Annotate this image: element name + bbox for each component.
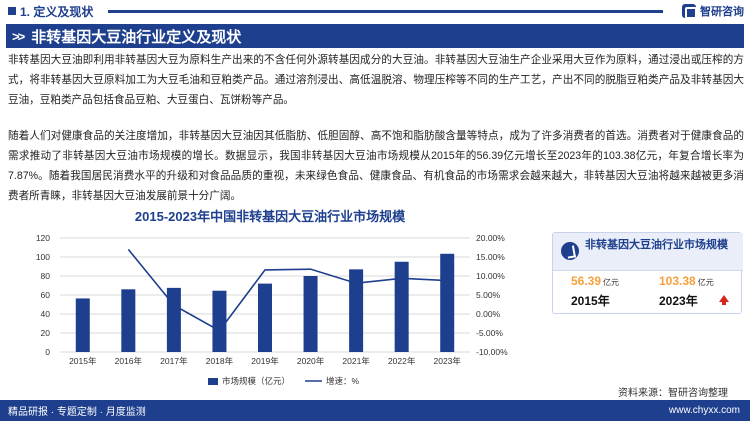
bar [303,276,318,352]
y-right-tick-label: -5.00% [476,328,503,338]
footer-bar: 精品研报 · 专题定制 · 月度监测 www.chyxx.com [0,400,750,421]
section-label: 1. 定义及现状 [8,3,93,20]
end-value-unit: 亿元 [697,278,714,287]
brand: 智研咨询 [682,3,744,19]
end-value-number: 103.38 [659,274,696,288]
footer-website: www.chyxx.com [668,405,740,416]
start-value-number: 56.39 [571,274,602,288]
y-left-tick-label: 80 [41,271,51,281]
section-label-text: 1. 定义及现状 [20,4,94,19]
up-arrow-icon [719,295,729,305]
y-left-tick-label: 100 [36,252,50,262]
bar [212,290,227,352]
bar [349,269,364,352]
y-left-tick-label: 120 [36,233,50,243]
x-tick-label: 2018年 [206,356,234,366]
bar [121,289,136,352]
legend-line-label: 增速：% [326,376,360,386]
x-tick-label: 2021年 [342,356,370,366]
bar [75,298,90,352]
brand-logo-icon [682,4,697,19]
x-tick-label: 2019年 [251,356,279,366]
bar [258,283,272,352]
start-value-unit: 亿元 [603,278,620,287]
x-tick-label: 2017年 [160,356,188,366]
brand-name: 智研咨询 [700,6,744,18]
end-year: 2023年 [659,294,698,308]
info-card-header: 非转基因大豆油行业市场规模 [553,233,743,271]
chart-axes: 0 20 40 60 80 100 120 -10.00% -5.00% 0.00% 5.00% 10… [36,233,508,366]
title-banner: >> 非转基因大豆油行业定义及现状 [6,24,744,48]
info-card: 非转基因大豆油行业市场规模 56.39 亿元 103.38 亿元 2015年 202… [552,232,743,314]
x-tick-label: 2020年 [297,356,325,366]
end-value: 103.38 亿元 [659,274,714,288]
chevron-icon: >> [12,28,25,44]
start-year: 2015年 [571,294,610,308]
page-title: 非转基因大豆油行业定义及现状 [31,28,242,46]
check-icon [561,242,579,260]
paragraph-status: 随着人们对健康食品的关注度增加，非转基因大豆油因其低脂肪、低胆固醇、高不饱和脂肪… [8,130,744,202]
y-left-tick-label: 0 [45,347,50,357]
top-bar: 1. 定义及现状 智研咨询 [0,0,750,22]
market-size-chart: 0 20 40 60 80 100 120 -10.00% -5.00% 0.00% 5.00% 10… [36,233,508,386]
y-right-tick-label: 15.00% [476,252,505,262]
chart-legend: 市场规模（亿元） 增速：% [208,376,360,386]
y-right-tick-label: 5.00% [476,290,501,300]
y-left-tick-label: 60 [41,290,51,300]
source-note: 资料来源：智研咨询整理 [618,388,728,399]
section-square-icon [8,7,16,15]
top-divider [108,10,663,13]
growth-line [127,248,448,332]
x-tick-label: 2023年 [434,356,462,366]
y-right-tick-label: 10.00% [476,271,505,281]
x-tick-label: 2015年 [69,356,97,366]
y-right-tick-label: -10.00% [476,347,508,357]
legend-bar-label: 市场规模（亿元） [222,376,290,386]
bar [440,253,455,352]
footer-tagline: 精品研报 · 专题定制 · 月度监测 [8,407,146,418]
start-value: 56.39 亿元 [571,274,619,288]
chart-growth-line [127,248,448,332]
y-right-tick-label: 20.00% [476,233,505,243]
x-tick-label: 2016年 [115,356,143,366]
y-left-tick-label: 40 [41,309,51,319]
y-left-tick-label: 20 [41,328,51,338]
paragraph-definition: 非转基因大豆油即利用非转基因大豆为原料生产出来的不含任何外源转基因成分的大豆油。… [8,54,744,106]
chart-title: 2015-2023年中国非转基因大豆油行业市场规模 [134,209,406,224]
legend-bar-swatch [208,378,218,385]
chart-bars [75,253,455,352]
info-card-title: 非转基因大豆油行业市场规模 [585,239,728,251]
x-tick-label: 2022年 [388,356,416,366]
bar [166,287,181,352]
y-right-tick-label: 0.00% [476,309,501,319]
bar [394,261,409,352]
